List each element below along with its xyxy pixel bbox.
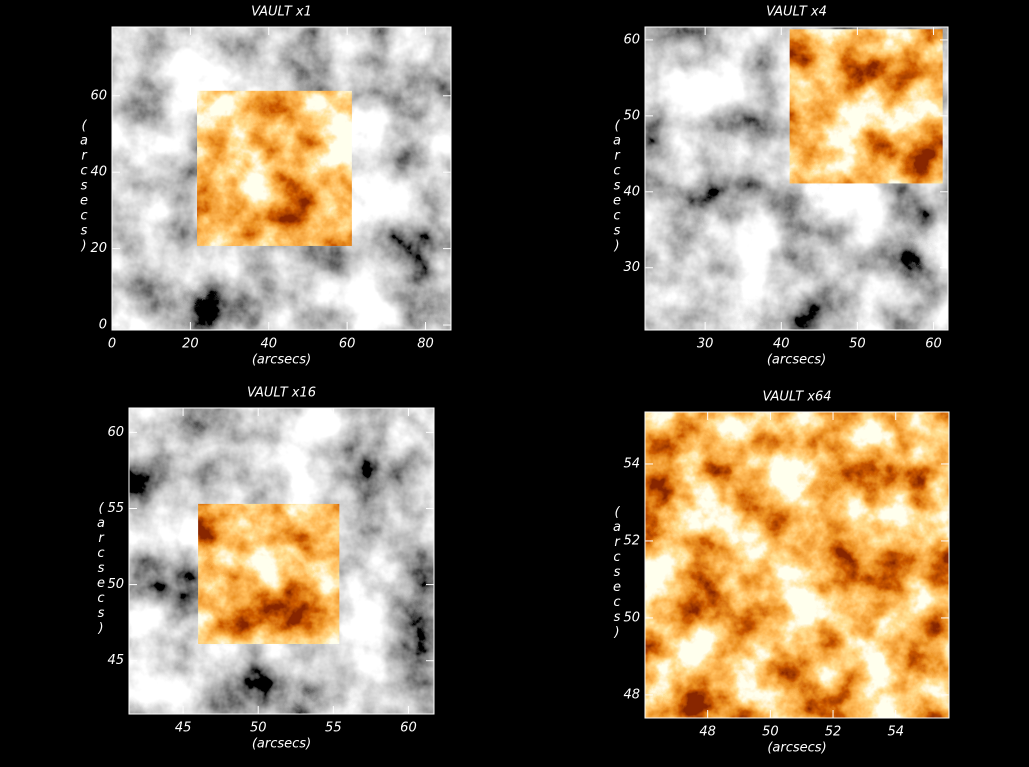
- inset-image: [198, 503, 340, 644]
- y-tick-label: 60: [623, 32, 640, 47]
- x-tick-label: 52: [825, 725, 842, 740]
- y-tick-label: 55: [107, 501, 124, 516]
- y-tick-label: 50: [623, 610, 640, 625]
- y-tick-label: 40: [90, 165, 107, 180]
- inset-image: [789, 29, 943, 184]
- y-tick-label: 52: [623, 533, 640, 548]
- x-tick-label: 50: [762, 725, 779, 740]
- y-tick-label: 60: [90, 88, 107, 103]
- y-axis-label: (arcsecs): [77, 119, 92, 254]
- axes-frame: [128, 407, 435, 715]
- x-tick-label: 55: [325, 721, 342, 736]
- inset-image: [197, 90, 352, 246]
- chart-title: VAULT x64: [762, 390, 831, 405]
- axes-frame: [644, 26, 949, 331]
- y-tick-label: 60: [107, 425, 124, 440]
- y-tick-label: 20: [90, 241, 107, 256]
- y-tick-label: 54: [623, 456, 640, 471]
- x-tick-label: 50: [250, 721, 267, 736]
- x-tick-label: 60: [339, 337, 356, 352]
- x-axis-label: (arcsecs): [252, 737, 311, 752]
- x-tick-label: 48: [699, 725, 716, 740]
- x-tick-label: 60: [400, 721, 417, 736]
- x-tick-label: 54: [887, 725, 904, 740]
- image: [645, 412, 949, 718]
- y-axis-label: (arcsecs): [610, 505, 625, 640]
- x-tick-label: 80: [417, 337, 434, 352]
- x-axis-label: (arcsecs): [767, 741, 826, 756]
- x-tick-label: 60: [925, 337, 942, 352]
- x-tick-label: 45: [175, 721, 192, 736]
- y-tick-label: 40: [623, 184, 640, 199]
- chart-title: VAULT x16: [247, 386, 316, 401]
- y-tick-label: 30: [623, 260, 640, 275]
- chart-title: VAULT x4: [766, 5, 827, 20]
- y-axis-label: (arcsecs): [94, 501, 109, 636]
- chart-title: VAULT x1: [251, 5, 312, 20]
- y-tick-label: 48: [623, 687, 640, 702]
- x-tick-label: 20: [182, 337, 199, 352]
- x-tick-label: 0: [108, 337, 116, 352]
- x-tick-label: 40: [260, 337, 277, 352]
- axes-frame: [111, 26, 452, 331]
- y-tick-label: 0: [99, 318, 107, 333]
- x-axis-label: (arcsecs): [767, 353, 826, 368]
- y-axis-label: (arcsecs): [610, 119, 625, 254]
- y-tick-label: 50: [107, 577, 124, 592]
- x-tick-label: 30: [697, 337, 714, 352]
- y-tick-label: 50: [623, 108, 640, 123]
- y-tick-label: 45: [107, 653, 124, 668]
- x-tick-label: 40: [773, 337, 790, 352]
- x-tick-label: 50: [849, 337, 866, 352]
- x-axis-label: (arcsecs): [252, 353, 311, 368]
- axes-frame: [644, 411, 950, 719]
